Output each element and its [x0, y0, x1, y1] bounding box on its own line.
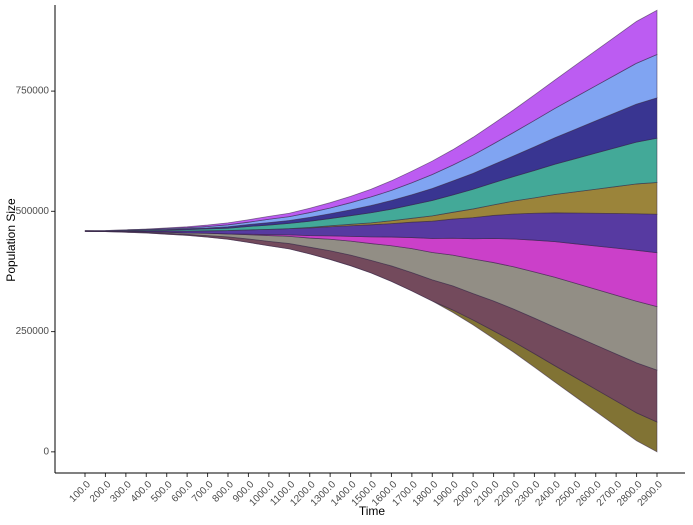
x-axis-title: Time — [359, 504, 386, 518]
y-tick-label: 0 — [43, 446, 49, 457]
x-tick-label: 100.0 — [68, 479, 94, 505]
x-tick-label: 200.0 — [88, 479, 114, 505]
x-tick-label: 800.0 — [211, 479, 237, 505]
x-tick-label: 700.0 — [190, 479, 216, 505]
x-tick-label: 600.0 — [170, 479, 196, 505]
y-tick-label: 250000 — [16, 326, 50, 337]
x-tick-label: 400.0 — [129, 479, 155, 505]
x-tick-label: 500.0 — [149, 479, 175, 505]
y-tick-label: 500000 — [16, 206, 50, 217]
y-tick-label: 750000 — [16, 86, 50, 97]
stream-layer — [84, 9, 658, 232]
x-tick-label: 300.0 — [108, 479, 134, 505]
y-axis-title: Population Size — [4, 198, 18, 282]
